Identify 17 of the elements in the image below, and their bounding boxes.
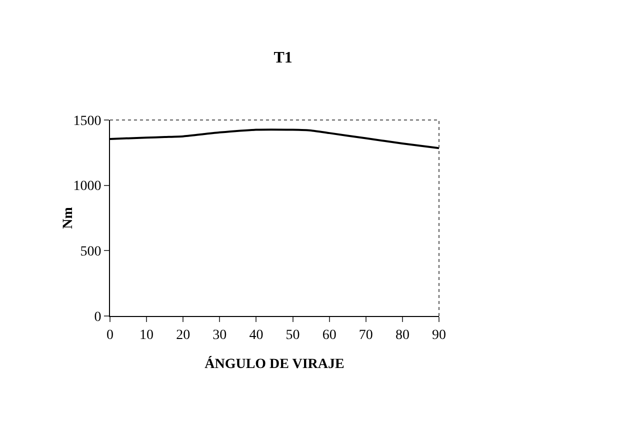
x-tick-label: 50 [286, 328, 300, 343]
x-tick-label: 80 [395, 328, 410, 343]
x-tick-label: 30 [212, 328, 227, 343]
x-tick-label: 90 [432, 328, 446, 343]
y-tick-label: 500 [80, 244, 102, 260]
y-tick-label: 1000 [73, 179, 102, 194]
y-tick-label: 0 [94, 310, 102, 325]
x-tick-label: 0 [106, 328, 114, 343]
x-tick-label: 70 [358, 328, 373, 343]
x-tick-label: 60 [322, 328, 336, 343]
y-axis-title: Nm [61, 206, 76, 229]
x-tick-label: 10 [140, 328, 154, 343]
x-tick-label: 20 [176, 328, 190, 343]
x-axis-title: ÁNGULO DE VIRAJE [204, 355, 344, 372]
x-tick-label: 40 [249, 328, 264, 343]
y-tick-label: 1500 [73, 114, 102, 129]
chart-title: T1 [274, 49, 292, 66]
